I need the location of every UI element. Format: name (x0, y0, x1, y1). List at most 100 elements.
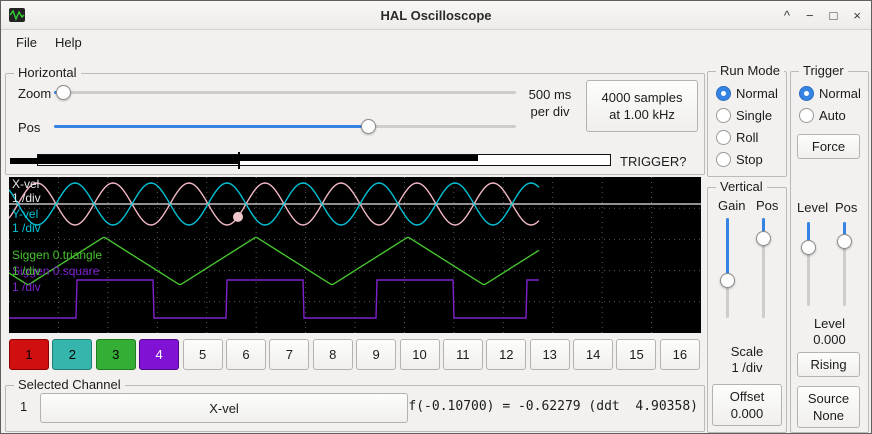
capture-overview-bar[interactable] (10, 152, 614, 169)
runmode-radio-normal[interactable]: Normal (716, 86, 778, 101)
channel-button-6[interactable]: 6 (225, 339, 266, 370)
scale-value: 1 /div (731, 360, 763, 375)
gain-label: Gain (718, 198, 746, 213)
channel-button-2[interactable]: 2 (52, 339, 93, 370)
slider-fill (807, 222, 810, 248)
channel-button-3[interactable]: 3 (95, 339, 136, 370)
waveform-plot (9, 177, 701, 333)
slider-track (807, 222, 810, 306)
radio-icon (716, 108, 731, 123)
trigger-level-slider[interactable] (801, 222, 816, 306)
channel-value-readout: f(-0.10700) = -0.62279 (ddt 4.90358) (408, 399, 698, 414)
vertical-group-label: Vertical (716, 179, 767, 194)
horizontal-group: Horizontal Zoom 500 ms per div 4000 samp… (5, 65, 705, 175)
trigger-pos-label: Pos (835, 200, 858, 215)
scope-channel-label: 1 /div (12, 221, 41, 235)
slider-handle[interactable] (361, 119, 377, 134)
zoom-label: Zoom (18, 86, 52, 101)
menu-file[interactable]: File (16, 34, 37, 50)
channel-button-7[interactable]: 7 (269, 339, 310, 370)
source-button[interactable]: Source None (797, 386, 860, 428)
trigger-group: Trigger Force Level Pos Level 0.000 Risi… (790, 63, 869, 433)
slider-track (54, 91, 516, 94)
run-mode-label: Run Mode (716, 63, 784, 78)
force-button[interactable]: Force (797, 134, 860, 159)
samples-button[interactable]: 4000 samples at 1.00 kHz (586, 80, 698, 132)
run-mode-group: Run Mode Normal Single Roll Stop (707, 63, 787, 177)
slider-handle[interactable] (801, 240, 816, 256)
menu-bar: File Help (1, 30, 871, 54)
radio-icon (799, 108, 814, 123)
slider-fill (726, 218, 729, 280)
zoom-slider[interactable] (54, 85, 516, 100)
runmode-radio-stop[interactable]: Stop (716, 152, 763, 167)
minimize-icon[interactable]: − (805, 7, 814, 23)
vpos-label: Pos (756, 198, 779, 213)
channel-button-12[interactable]: 12 (486, 339, 527, 370)
channel-button-10[interactable]: 10 (399, 339, 440, 370)
channel-button-11[interactable]: 11 (442, 339, 483, 370)
scope-channel-label: Siggen 0.square (12, 264, 100, 278)
trigger-level-label: Level (797, 200, 829, 215)
edge-button[interactable]: Rising (797, 352, 860, 377)
channel-button-1[interactable]: 1 (9, 339, 49, 370)
trigger-position-marker[interactable] (238, 152, 240, 169)
scope-display[interactable]: X-vel 1 /div Y-vel 1 /div Siggen 0.triangle S… (9, 177, 701, 333)
radio-label: Single (736, 108, 773, 123)
horizontal-group-label: Horizontal (14, 65, 81, 80)
slider-handle[interactable] (720, 273, 735, 288)
channel-button-13[interactable]: 13 (529, 339, 570, 370)
channel-button-15[interactable]: 15 (616, 339, 657, 370)
scope-channel-label: X-vel (12, 177, 40, 191)
scope-channel-label: 1 /div (12, 191, 41, 205)
slider-handle[interactable] (837, 234, 852, 250)
radio-icon (716, 86, 731, 101)
title-bar: HAL Oscilloscope ^ − □ × (1, 1, 871, 30)
radio-label: Roll (736, 130, 759, 145)
gain-slider[interactable] (720, 218, 735, 318)
app-icon (9, 8, 25, 22)
trigger-pos-slider[interactable] (837, 222, 852, 306)
trigger-question-label: TRIGGER? (620, 154, 687, 169)
slider-handle[interactable] (56, 85, 72, 100)
trigger-group-label: Trigger (799, 63, 848, 78)
trigger-radio-auto[interactable]: Auto (799, 108, 846, 123)
data-extent-bar (38, 155, 478, 161)
wave-y-vel (9, 182, 540, 226)
channel-button-14[interactable]: 14 (573, 339, 614, 370)
radio-label: Normal (736, 86, 778, 101)
slider-fill (54, 125, 369, 128)
channel-name-button[interactable]: X-vel (40, 393, 408, 423)
selected-channel-index: 1 (20, 399, 28, 414)
channel-button-4[interactable]: 4 (139, 339, 180, 370)
runmode-radio-single[interactable]: Single (716, 108, 772, 123)
close-icon[interactable]: × (853, 7, 861, 23)
channel-button-8[interactable]: 8 (312, 339, 353, 370)
channel-button-5[interactable]: 5 (182, 339, 223, 370)
slider-handle[interactable] (756, 231, 771, 246)
trigger-level-caption: Level (813, 316, 846, 331)
channel-button-16[interactable]: 16 (659, 339, 700, 370)
hpos-slider[interactable] (54, 119, 516, 134)
vpos-slider[interactable] (756, 218, 771, 318)
trigger-point-marker[interactable] (233, 211, 243, 222)
runmode-radio-roll[interactable]: Roll (716, 130, 758, 145)
selected-channel-group: Selected Channel 1 X-vel f(-0.10700) = -… (5, 377, 705, 432)
channel-button-9[interactable]: 9 (356, 339, 397, 370)
menu-help[interactable]: Help (54, 34, 82, 50)
channel-button-row: 1 2 3 4 5 6 7 8 9 10 11 12 13 14 15 16 (9, 339, 700, 370)
radio-label: Auto (819, 108, 846, 123)
slider-track (762, 218, 765, 318)
window-title: HAL Oscilloscope (380, 7, 492, 23)
wave-siggen0-square (9, 279, 539, 319)
vertical-group: Vertical Gain Pos Scale 1 /div Offset 0.… (707, 179, 787, 433)
maximize-icon[interactable]: □ (829, 7, 838, 23)
radio-label: Stop (736, 152, 763, 167)
hpos-label: Pos (18, 120, 41, 135)
trigger-radio-normal[interactable]: Normal (799, 86, 861, 101)
slider-fill (843, 222, 846, 242)
wave-siggen0-triangle (9, 236, 540, 286)
offset-button[interactable]: Offset 0.000 (712, 384, 782, 426)
shade-icon[interactable]: ^ (783, 7, 790, 23)
